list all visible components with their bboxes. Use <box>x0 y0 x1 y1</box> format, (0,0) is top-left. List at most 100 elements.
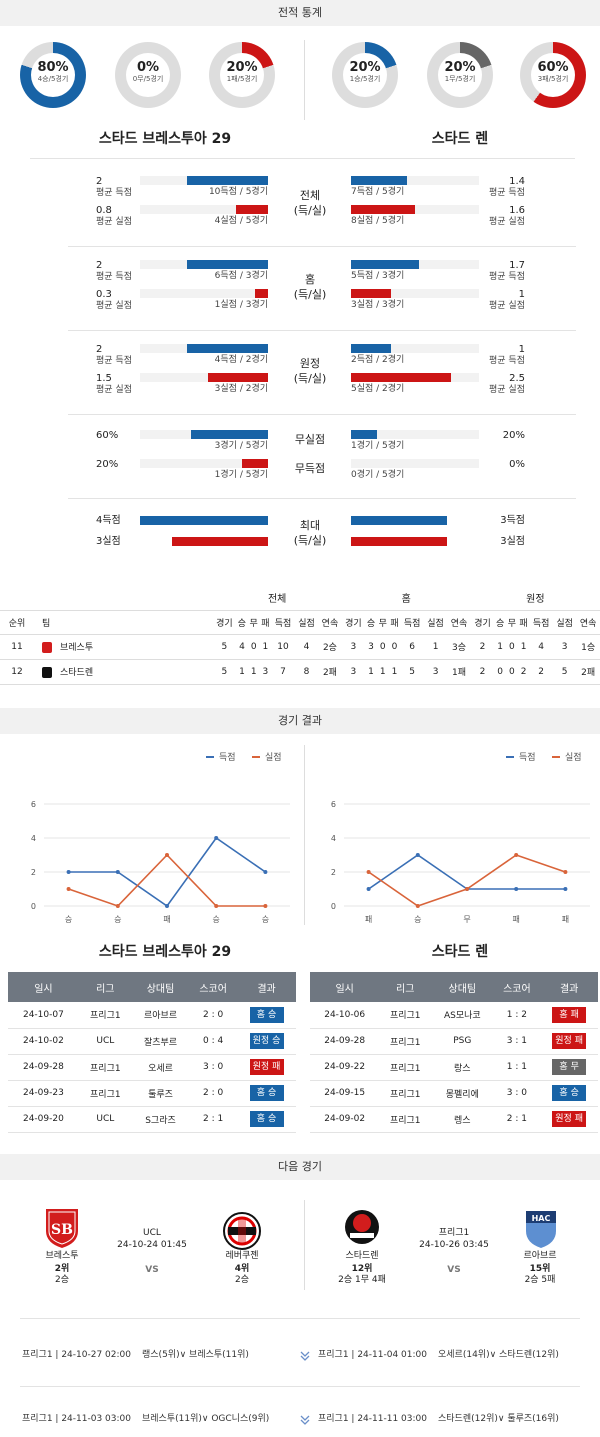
brest-crest-icon: SB <box>46 1209 78 1248</box>
stat-value: 2 <box>96 260 103 271</box>
standings-team[interactable]: 스타드렌 <box>34 659 213 685</box>
standings-rank: 12 <box>0 659 34 685</box>
x-tick-label: 승 <box>65 915 72 924</box>
result-badge[interactable]: 원정 승 <box>249 1033 284 1049</box>
standings-cell: 2 <box>470 659 495 685</box>
next-left-home-form: 2승 <box>54 1275 69 1285</box>
bar-fill <box>187 344 268 353</box>
schedule-right-0-match[interactable]: 오세르(14위)∨ 스타드렌(12위) <box>438 1350 559 1360</box>
table-row: 24-09-15 프리그1 몽펠리에 3 : 0 홈 승 <box>310 1080 598 1107</box>
next-left-home-rank: 2위 <box>54 1264 70 1274</box>
next-right-home-form: 2승 1무 4패 <box>338 1275 386 1285</box>
standings-col-head: 패 <box>517 610 530 635</box>
donut-percent: 0% <box>136 60 160 75</box>
max-mid-sub: (득/실) <box>293 534 327 547</box>
donut-sub: 3패/5경기 <box>537 75 569 83</box>
table-row: 24-10-06 프리그1 AS모나코 1 : 2 홈 패 <box>310 1002 598 1029</box>
results-cell: 프리그1 <box>379 1028 432 1055</box>
group-all: 전체 <box>212 586 342 611</box>
bar-fill <box>351 260 419 269</box>
standings-cell: 1 <box>517 634 530 660</box>
results-cell: 홈 패 <box>540 1002 598 1029</box>
results-cell: 프리그1 <box>78 1054 132 1081</box>
chevron-down-icon[interactable] <box>299 1414 311 1426</box>
rennes-crest-icon <box>345 1210 379 1244</box>
max-value-right: 3득점 <box>500 515 525 526</box>
bar-fill <box>351 344 391 353</box>
result-badge[interactable]: 홈 승 <box>249 1006 284 1023</box>
stat-value: 1.4 <box>509 176 525 187</box>
stat-mid-sub: (득/실) <box>293 204 327 217</box>
data-point <box>563 870 568 874</box>
next-right-away-rank: 15위 <box>529 1264 551 1274</box>
standings-cell: 0 <box>505 659 518 685</box>
results-head: 스코어 <box>189 972 238 1002</box>
team-right-name: 스타드 렌 <box>431 131 489 147</box>
chevron-down-icon[interactable] <box>299 1350 311 1362</box>
standings-cell: 1승 <box>576 634 600 660</box>
schedule-left-0-match[interactable]: 랭스(5위)∨ 브레스투(11위) <box>142 1350 249 1360</box>
divider <box>20 1318 580 1319</box>
stat-caption: 7득점 / 5경기 <box>351 187 405 197</box>
donut-center: 0% 0무/5경기 <box>126 53 170 97</box>
donut-sub: 1승/5경기 <box>349 75 381 83</box>
results-cell: 홈 승 <box>237 1002 296 1029</box>
table-row: 24-10-02 UCL 잘츠부르 0 : 4 원정 승 <box>8 1028 296 1055</box>
data-point <box>115 904 120 908</box>
donut-center: 20% 1승/5경기 <box>343 53 387 97</box>
schedule-left-1-match[interactable]: 브레스투(11위)∨ OGC니스(9위) <box>142 1414 270 1424</box>
standings-col-head: 승 <box>365 610 377 635</box>
result-badge[interactable]: 홈 승 <box>249 1085 284 1101</box>
results-cell: 2 : 0 <box>189 1002 238 1029</box>
result-badge[interactable]: 홈 패 <box>552 1006 587 1023</box>
bar-fill <box>187 260 268 269</box>
y-tick-label: 0 <box>31 902 36 911</box>
standings-cell: 1 <box>236 659 248 685</box>
standings-cell: 7 <box>271 659 295 685</box>
stat-value: 0.8 <box>96 205 112 216</box>
bar-track <box>351 459 479 468</box>
standings-team-name: 브레스투 <box>60 643 94 653</box>
standings-cell: 5 <box>212 659 237 685</box>
next-right-away-name: 르아브르 <box>523 1251 557 1261</box>
stat-value: 0.3 <box>96 289 112 300</box>
standings-cell: 1 <box>494 634 506 660</box>
stat-caption: 4득점 / 2경기 <box>214 355 268 365</box>
result-badge[interactable]: 홈 무 <box>552 1059 587 1075</box>
standings-cell: 3 <box>423 659 448 685</box>
standings-cell: 0 <box>247 634 260 660</box>
result-badge[interactable]: 원정 패 <box>552 1111 587 1127</box>
result-badge[interactable]: 홈 승 <box>552 1085 587 1101</box>
results-cell: 프리그1 <box>379 1106 432 1133</box>
stat-value: 1.6 <box>509 205 525 216</box>
stat-caption: 10득점 / 5경기 <box>208 187 268 197</box>
result-badge[interactable]: 홈 승 <box>249 1111 284 1127</box>
donut-center: 20% 1패/5경기 <box>220 53 264 97</box>
standings-col-head: 경기 <box>470 610 495 635</box>
stat-mid-label: 홈 <box>304 273 316 286</box>
bar-fill <box>351 176 407 185</box>
results-cell: S그라즈 <box>131 1106 190 1133</box>
bar-track <box>351 344 479 353</box>
brest-crest-text: SB <box>51 1222 73 1238</box>
result-badge[interactable]: 원정 패 <box>552 1033 587 1049</box>
donut-5: 60% 3패/5경기 <box>520 42 586 108</box>
donut-1: 0% 0무/5경기 <box>115 42 181 108</box>
bar-fill <box>351 537 447 546</box>
results-cell: 24-09-23 <box>8 1080 79 1107</box>
results-cell: 3 : 1 <box>493 1028 541 1055</box>
bar-fill <box>351 373 451 382</box>
standings-team[interactable]: 브레스투 <box>34 634 213 660</box>
divider <box>304 1200 305 1290</box>
results-cell: 24-09-15 <box>310 1080 380 1107</box>
results-head: 결과 <box>237 972 296 1002</box>
bar-fill <box>172 537 268 546</box>
stat-value: 2.5 <box>509 373 525 384</box>
divider <box>20 1386 580 1387</box>
group-away: 원정 <box>470 586 600 611</box>
results-cell: 24-09-02 <box>310 1106 380 1133</box>
result-badge[interactable]: 원정 패 <box>249 1059 284 1075</box>
schedule-right-1-match[interactable]: 스타드렌(12위)∨ 툴루즈(16위) <box>438 1414 559 1424</box>
standings-cell: 3 <box>341 634 366 660</box>
results-cell: 1 : 2 <box>493 1002 541 1029</box>
